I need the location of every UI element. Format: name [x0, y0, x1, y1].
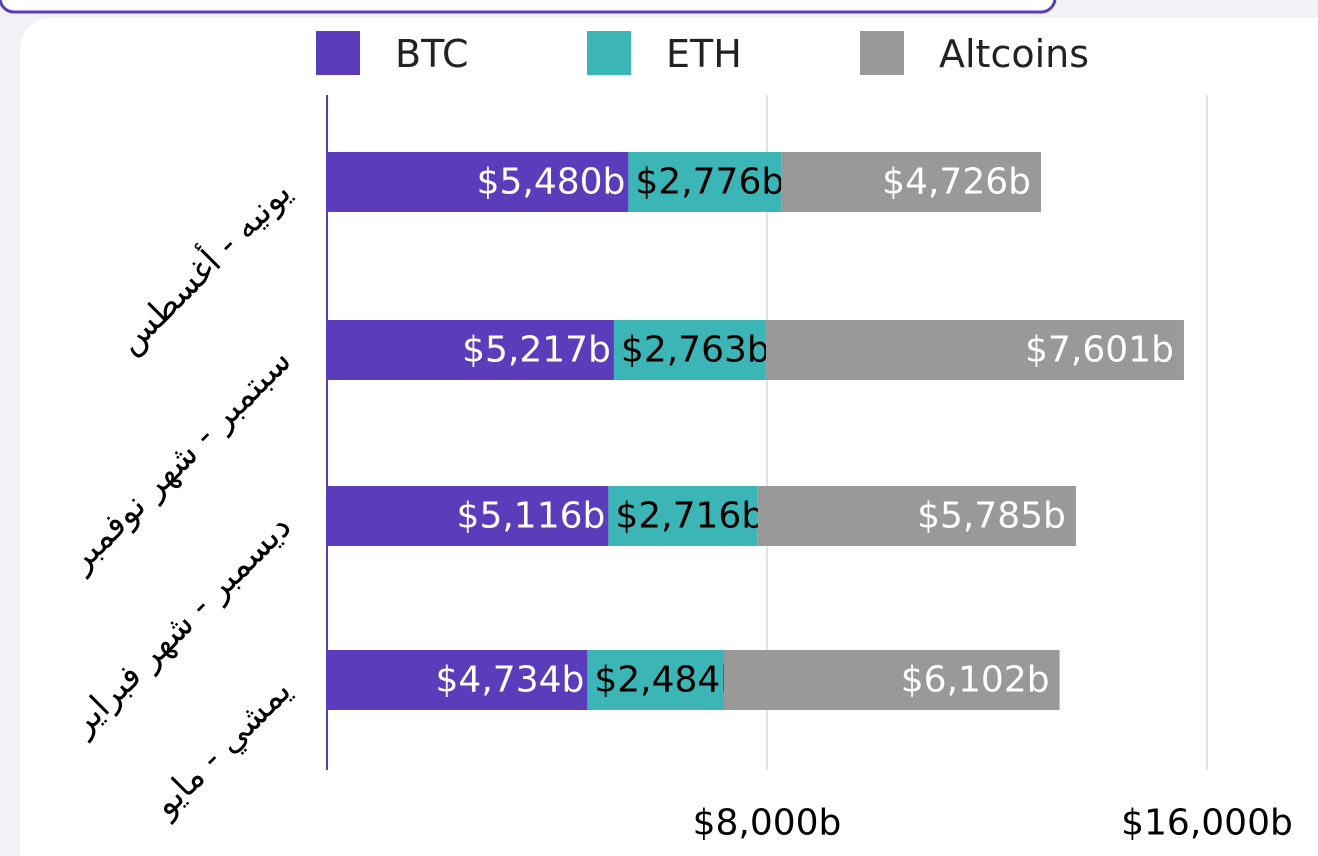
- bar-segment: [613, 320, 766, 380]
- value-label: $7,601b: [1025, 330, 1174, 371]
- bar-segment: [608, 486, 758, 546]
- value-label: $5,217b: [462, 330, 611, 371]
- value-label: $5,480b: [477, 162, 626, 203]
- value-label: $6,102b: [901, 660, 1050, 701]
- card: [20, 18, 1318, 856]
- legend-swatch: [587, 31, 631, 75]
- bar-segment: [757, 486, 1076, 546]
- bar-segment: [327, 320, 614, 380]
- value-label: $2,776b: [635, 162, 784, 203]
- bar-segment: [327, 486, 609, 546]
- legend-label: Altcoins: [939, 32, 1089, 76]
- value-label: $2,484b: [594, 660, 743, 701]
- bar-segment: [327, 650, 588, 710]
- x-tick-label: $16,000b: [1121, 803, 1293, 844]
- value-label: $5,116b: [457, 496, 606, 537]
- legend-label: BTC: [395, 32, 469, 76]
- bar-segment: [327, 152, 629, 212]
- header-box: [0, 0, 1057, 14]
- value-label: $2,716b: [615, 496, 764, 537]
- value-label: $2,763b: [621, 330, 770, 371]
- value-label: $4,726b: [882, 162, 1031, 203]
- bar-segment: [628, 152, 782, 212]
- x-tick-label: $8,000b: [693, 803, 842, 844]
- value-label: $4,734b: [436, 660, 585, 701]
- legend-swatch: [860, 31, 904, 75]
- bar-segment: [781, 152, 1042, 212]
- legend-swatch: [316, 31, 360, 75]
- bar-segment: [723, 650, 1060, 710]
- bar-segment: [587, 650, 724, 710]
- legend-label: ETH: [666, 32, 742, 76]
- bar-segment: [765, 320, 1184, 380]
- value-label: $5,785b: [917, 496, 1066, 537]
